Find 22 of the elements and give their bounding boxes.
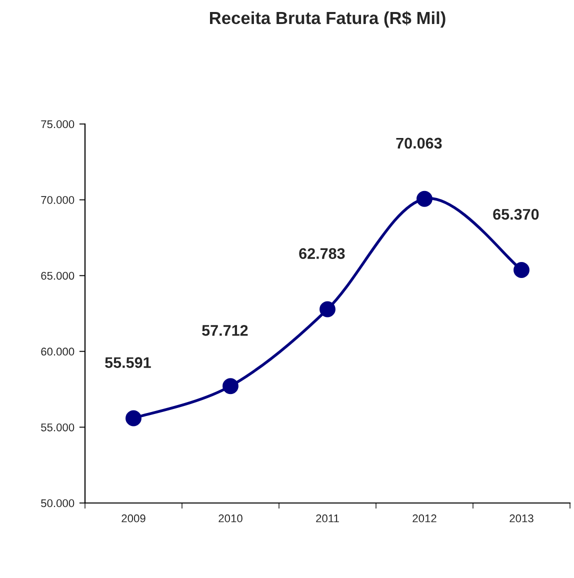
data-label: 57.712: [202, 325, 248, 336]
y-tick-label: 70.000: [41, 196, 74, 204]
point: [222, 378, 238, 394]
data-label: 55.591: [105, 357, 151, 368]
point: [514, 262, 530, 278]
data-label: 65.370: [493, 208, 539, 220]
y-tick-label: 55.000: [41, 423, 74, 432]
y-tick-label: 60.000: [41, 348, 74, 356]
y-tick-label: 50.000: [41, 499, 74, 508]
x-tick-label: 2012: [412, 514, 436, 522]
chart-title: Receita Bruta Fatura (R$ Mil): [210, 11, 446, 28]
point: [416, 190, 432, 207]
x-tick-label: 2011: [316, 514, 339, 522]
x-tick-label: 2010: [218, 514, 242, 522]
y-tick-label: 65.000: [41, 272, 74, 280]
x-tick-label: 2009: [122, 514, 146, 522]
point: [126, 410, 142, 426]
x-tick-label: 2013: [510, 514, 534, 522]
data-label: 70.063: [396, 138, 442, 149]
y-tick-label: 75.000: [41, 120, 74, 128]
point: [320, 301, 336, 318]
data-label: 62.783: [299, 248, 345, 259]
